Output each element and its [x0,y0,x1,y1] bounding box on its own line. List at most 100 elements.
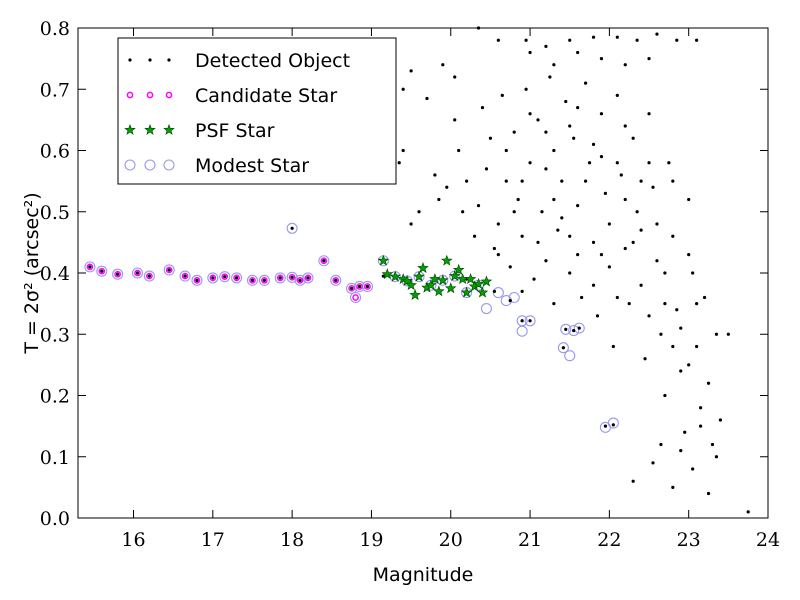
data-point [528,50,532,55]
data-point [726,332,730,336]
data-point [98,267,106,275]
data-point [651,185,655,189]
data-point [304,274,312,282]
data-point [528,112,532,116]
data-point [397,161,401,165]
data-point [146,272,153,280]
y-tick-label: 0.3 [40,324,70,346]
data-point [698,424,703,428]
data-point [508,265,512,269]
y-tick-label: 0.1 [40,447,70,469]
data-point [163,264,175,276]
data-point [179,270,191,282]
data-point [635,38,639,42]
data-point [364,283,371,290]
x-axis-label: Magnitude [373,564,474,586]
data-point [520,234,524,238]
legend-label: Modest Star [195,155,309,177]
legend-marker [148,58,152,62]
data-point [683,430,687,434]
legend-marker [165,91,173,99]
data-point [425,96,429,101]
data-point [671,234,675,238]
data-point [223,275,227,279]
data-point [639,179,643,183]
data-point [557,342,569,354]
data-point [512,130,516,134]
data-point [296,277,304,284]
data-point [294,274,306,286]
data-point [445,185,449,189]
data-point [663,393,667,398]
data-point [452,263,465,275]
data-point [116,272,120,276]
series-modest-star [84,222,619,433]
data-point [591,35,596,39]
y-tick-label: 0.7 [40,79,70,101]
data-point [691,467,695,471]
data-point [409,222,413,226]
data-point [655,259,659,263]
data-point [710,442,715,447]
data-point [552,197,556,202]
data-point [627,302,631,306]
data-point [262,278,266,282]
data-point [448,270,461,281]
data-point [512,210,516,214]
data-point [564,99,568,104]
legend-item: Detected Object [128,50,350,72]
data-point [480,275,493,287]
data-point [278,276,282,280]
data-point [193,277,201,284]
data-point [465,179,469,183]
data-point [441,254,453,266]
data-point [441,63,445,67]
x-tick-label: 23 [677,529,701,551]
data-point [444,282,457,294]
data-point [647,112,651,116]
data-point [536,240,540,244]
legend-box [117,37,397,185]
data-point [564,327,568,331]
data-point [96,265,108,277]
data-point [381,268,394,280]
legend-marker [144,123,156,135]
data-point [568,271,572,275]
data-point [568,124,572,128]
data-point [492,289,496,293]
data-point [544,130,548,134]
data-point [587,161,592,165]
data-point [607,417,619,429]
data-point [706,381,711,385]
data-point [290,226,294,230]
legend: Detected Object Candidate Star PSF Star Mod… [117,37,397,185]
data-point [552,148,556,153]
data-point [496,222,500,226]
data-point [135,271,140,275]
data-point [607,265,611,269]
data-point [671,485,675,489]
data-point [433,285,445,297]
data-point [631,479,635,483]
data-point [599,112,604,116]
data-point [350,286,354,290]
data-point [298,278,302,282]
legend-label: Candidate Star [195,85,337,107]
data-point [86,263,94,271]
y-tick-label: 0.0 [40,508,70,530]
data-point [460,286,473,298]
data-point [496,253,500,257]
data-point [417,262,429,274]
data-point [401,274,413,286]
data-point [520,319,524,323]
data-point [274,272,286,284]
data-point [365,284,370,289]
legend-marker [167,58,171,62]
data-point [235,276,239,280]
data-point [516,197,520,202]
data-point [377,254,390,266]
data-point [572,136,576,140]
data-point [320,257,328,265]
data-point [504,148,508,153]
data-point [250,278,255,282]
